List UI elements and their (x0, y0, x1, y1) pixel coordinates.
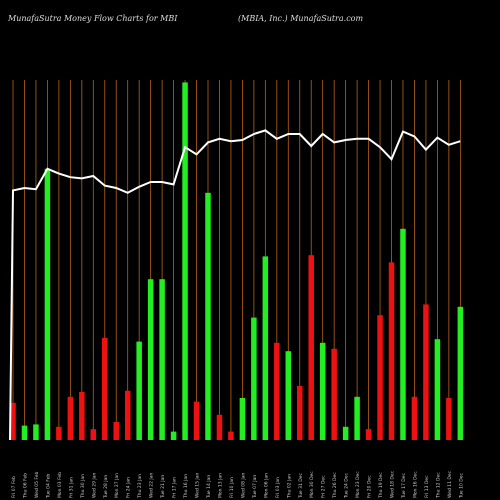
bar-32 (365, 429, 372, 440)
x-tick-label: Thu 30 Jan (80, 474, 86, 499)
x-tick-label: Tue 21 Jan (160, 475, 166, 499)
bar-11 (124, 390, 131, 440)
x-tick-label: Fri 31 Jan (68, 477, 74, 498)
bar-28 (319, 342, 326, 440)
price-line-layer (9, 129, 461, 441)
x-tick-label: Tue 07 Jan (252, 475, 258, 499)
x-tick-label: Tue 31 Dec (298, 472, 304, 499)
bar-14 (159, 279, 165, 440)
bar-23 (262, 256, 269, 440)
bar-24 (274, 342, 280, 440)
bar-21 (239, 398, 246, 440)
bar-2 (21, 425, 28, 440)
x-tick-label: Fri 24 Jan (126, 477, 132, 498)
bar-26 (297, 386, 303, 440)
x-tick-label: Wed 15 Jan (195, 473, 201, 498)
bar-3 (33, 424, 39, 440)
x-tick-label: Tue 14 Jan (206, 475, 212, 499)
x-tick-label: Wed 29 Jan (91, 473, 97, 498)
x-tick-label: Thu 26 Dec (332, 472, 338, 499)
bar-1 (10, 402, 16, 440)
x-tick-label: Mon 06 Jan (263, 473, 269, 498)
x-tick-label: Thu 19 Dec (378, 472, 384, 499)
x-tick-label: Fri 13 Dec (424, 475, 430, 498)
bar-13 (147, 279, 154, 440)
bar-37 (423, 304, 429, 440)
bar-16 (182, 82, 188, 441)
x-tick-label: Fri 10 Jan (229, 477, 235, 498)
x-tick-label: Fri 03 Jan (275, 477, 281, 498)
x-tick-label: Thu 06 Feb (22, 473, 28, 499)
bar-33 (377, 315, 383, 440)
bar-15 (170, 431, 177, 440)
bar-layer (10, 82, 464, 441)
bar-40 (457, 306, 464, 440)
x-tick-label: Wed 08 Jan (240, 473, 246, 498)
x-tick-label: Tue 17 Dec (401, 472, 407, 499)
bar-9 (102, 338, 108, 440)
bar-4 (44, 168, 51, 441)
price-line (9, 129, 461, 441)
x-tick-label: Wed 22 Jan (149, 473, 155, 498)
bar-31 (354, 396, 360, 440)
x-tick-label: Thu 12 Dec (435, 472, 441, 499)
bar-35 (400, 228, 406, 440)
x-tick-label: Mon 16 Dec (412, 471, 418, 498)
bar-19 (216, 414, 223, 440)
x-tick-label: Tue 04 Feb (45, 474, 51, 499)
x-tick-label: Thu 02 Jan (286, 474, 292, 499)
x-tick-label: Fri 20 Dec (367, 475, 373, 498)
bar-5 (56, 426, 62, 440)
bar-8 (90, 429, 97, 440)
chart-subtitle: (MBIA, Inc.) MunafaSutra.com (238, 14, 364, 23)
x-tick-label: Fri 27 Dec (321, 475, 327, 498)
bar-20 (228, 431, 234, 440)
bar-10 (113, 422, 119, 440)
bar-36 (411, 396, 418, 440)
x-tick-label: Tue 10 Dec (458, 472, 464, 499)
x-tick-label: Tue 28 Jan (103, 475, 109, 499)
bar-7 (79, 392, 85, 440)
x-tick-label: Fri 17 Jan (172, 477, 178, 498)
x-tick-label: Wed 18 Dec (390, 470, 396, 498)
x-tick-label: Mon 30 Dec (309, 471, 315, 498)
bar-30 (342, 426, 349, 440)
bar-39 (446, 398, 452, 440)
chart-title: MunafaSutra Money Flow Charts for MBI (8, 14, 178, 23)
bar-22 (251, 317, 257, 440)
x-tick-label: Mon 03 Feb (57, 472, 63, 498)
x-tick-label: Fri 07 Feb (11, 476, 17, 498)
bar-25 (285, 351, 292, 440)
bar-38 (434, 339, 441, 440)
bar-29 (331, 348, 337, 440)
x-tick-label: Thu 23 Jan (137, 474, 143, 499)
x-tick-label: Wed 11 Dec (447, 470, 453, 498)
x-tick-label: Tue 24 Dec (344, 472, 350, 499)
x-tick-labels: Fri 07 Feb Thu 06 Feb Wed 05 Feb Tue 04 Feb… (11, 470, 464, 499)
x-tick-label: Mon 23 Dec (355, 471, 361, 498)
bar-34 (388, 262, 395, 440)
x-tick-label: Mon 13 Jan (217, 473, 223, 498)
bar-12 (136, 341, 142, 440)
x-tick-label: Thu 16 Jan (183, 474, 189, 499)
bar-17 (193, 401, 200, 440)
x-tick-label: Wed 05 Feb (34, 471, 40, 498)
x-tick-label: Mon 27 Jan (114, 473, 120, 498)
bar-18 (205, 192, 211, 440)
bar-6 (67, 396, 74, 440)
bar-27 (308, 255, 314, 440)
